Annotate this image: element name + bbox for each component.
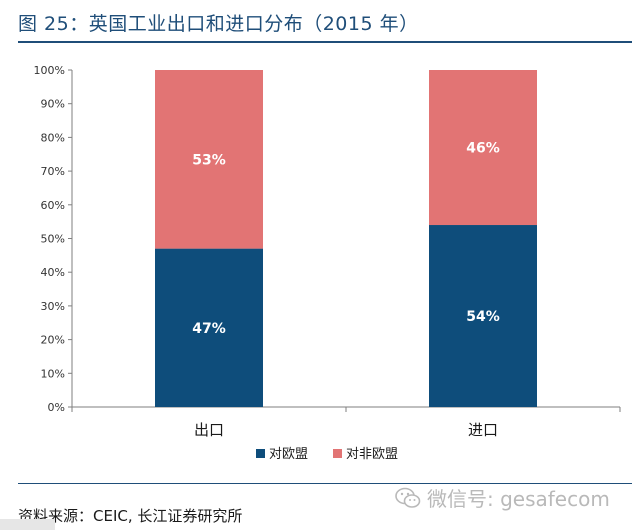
- title-divider: [18, 41, 632, 43]
- x-tick-label: 进口: [468, 421, 498, 439]
- y-tick-label: 80%: [41, 131, 65, 144]
- legend-label: 对非欧盟: [346, 447, 398, 462]
- y-tick-label: 90%: [41, 98, 65, 111]
- axes: 0% 10% 20% 30% 40% 50% 60% 70% 80% 90% 100% 出口 进口: [34, 64, 621, 439]
- bar-segment: [429, 70, 537, 226]
- y-tick-label: 30%: [41, 300, 65, 313]
- data-label: 46%: [466, 141, 500, 157]
- watermark-text: 微信号: gesafecom: [427, 487, 610, 511]
- y-tick-label: 10%: [41, 367, 65, 380]
- y-tick-label: 40%: [41, 266, 65, 279]
- footer-divider: [18, 483, 632, 484]
- source-note: 资料来源：CEIC, 长江证券研究所: [18, 507, 243, 525]
- bar-segment: [155, 70, 263, 249]
- bars: 47% 53% 54% 46%: [155, 70, 537, 407]
- data-label: 47%: [192, 321, 226, 337]
- bar-segment: [429, 225, 537, 407]
- watermark: 微信号: gesafecom: [395, 483, 610, 512]
- wechat-icon: [395, 487, 421, 508]
- y-tick-label: 70%: [41, 165, 65, 178]
- legend-swatch: [333, 449, 342, 458]
- y-tick-label: 100%: [34, 64, 65, 77]
- corner-mark: [0, 519, 55, 530]
- y-tick-label: 50%: [41, 233, 65, 246]
- legend: 对欧盟 对非欧盟: [256, 447, 398, 462]
- legend-label: 对欧盟: [269, 447, 308, 462]
- y-tick-label: 20%: [41, 334, 65, 347]
- y-tick-label: 60%: [41, 199, 65, 212]
- y-tick-label: 0%: [48, 401, 65, 414]
- bar-segment: [155, 248, 263, 407]
- data-label: 54%: [466, 309, 500, 325]
- chart-title: 图 25：英国工业出口和进口分布（2015 年）: [18, 13, 419, 35]
- legend-swatch: [256, 449, 265, 458]
- stacked-bar-chart: 0% 10% 20% 30% 40% 50% 60% 70% 80% 90% 100% 出口 进口 47…: [34, 64, 621, 462]
- data-label: 53%: [192, 152, 226, 168]
- x-tick-label: 出口: [194, 421, 224, 439]
